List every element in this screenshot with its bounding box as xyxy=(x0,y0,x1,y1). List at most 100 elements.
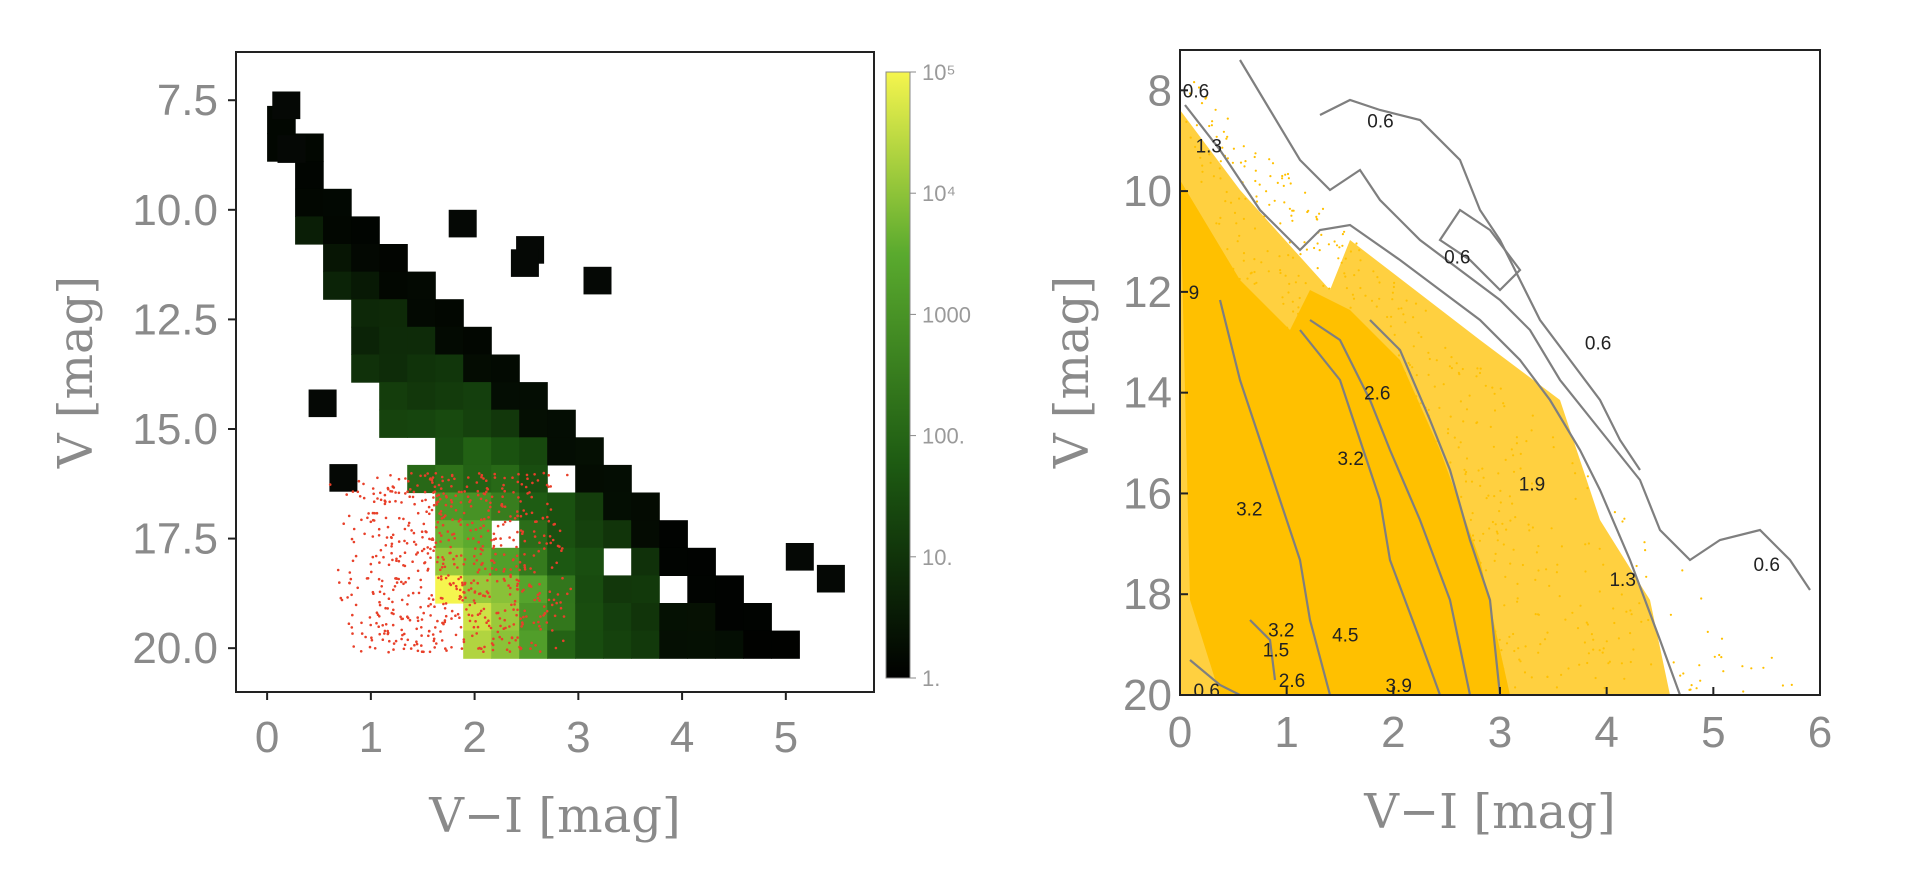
heatmap-cell xyxy=(463,437,492,466)
heatmap-cell xyxy=(379,244,408,273)
scatter-point xyxy=(1298,479,1301,482)
red-star-point xyxy=(543,547,546,550)
red-star-point xyxy=(430,508,434,512)
heatmap-cell xyxy=(743,603,772,632)
scatter-point xyxy=(1481,637,1484,640)
scatter-point xyxy=(1534,613,1537,616)
scatter-point xyxy=(1239,161,1243,164)
scatter-point xyxy=(1461,677,1464,680)
red-star-point xyxy=(441,621,444,625)
scatter-point xyxy=(1449,461,1452,464)
red-star-point xyxy=(390,536,393,540)
red-star-point xyxy=(545,609,549,613)
scatter-point xyxy=(1253,155,1256,159)
scatter-point xyxy=(1300,321,1304,324)
red-star-point xyxy=(485,499,488,502)
red-star-point xyxy=(491,648,495,652)
scatter-point xyxy=(1493,559,1496,563)
scatter-point xyxy=(1320,233,1323,236)
red-star-point xyxy=(525,512,528,516)
scatter-point xyxy=(1369,369,1372,372)
red-star-point xyxy=(430,594,434,597)
red-star-point xyxy=(436,560,439,564)
red-star-point xyxy=(516,510,519,513)
scatter-point xyxy=(1211,120,1214,123)
heatmap-cell xyxy=(743,630,772,659)
red-star-point xyxy=(529,647,532,650)
scatter-point xyxy=(1283,201,1286,204)
red-star-point xyxy=(427,634,430,638)
red-star-point xyxy=(541,517,545,520)
scatter-point xyxy=(1393,630,1396,633)
red-star-point xyxy=(434,541,438,544)
red-star-point xyxy=(395,581,399,584)
red-star-point xyxy=(457,520,461,523)
red-star-point xyxy=(439,510,443,513)
heatmap-cell xyxy=(659,547,688,576)
scatter-y-tick-label: 12 xyxy=(1123,268,1172,317)
colorbar xyxy=(885,71,911,679)
scatter-point xyxy=(1344,257,1347,260)
colorbar-tick-label: 1000 xyxy=(922,302,971,327)
scatter-point xyxy=(1527,523,1530,526)
red-star-point xyxy=(379,498,383,502)
scatter-point xyxy=(1415,568,1418,571)
scatter-point xyxy=(1373,609,1376,612)
red-star-point xyxy=(384,500,387,504)
red-star-point xyxy=(521,532,524,535)
scatter-point xyxy=(1341,307,1344,310)
scatter-point xyxy=(1453,436,1456,439)
scatter-point xyxy=(1226,248,1229,251)
red-star-point xyxy=(391,600,394,604)
scatter-point xyxy=(1349,306,1352,309)
scatter-point xyxy=(1536,613,1540,616)
colorbar-tick-label: 10⁴ xyxy=(922,181,956,206)
red-star-point xyxy=(349,577,353,581)
heatmap-cell xyxy=(785,543,814,571)
scatter-point xyxy=(1530,487,1533,490)
red-star-point xyxy=(376,613,380,616)
scatter-point xyxy=(1333,524,1336,528)
red-star-point xyxy=(508,593,512,596)
red-star-point xyxy=(462,563,466,566)
red-star-point xyxy=(431,598,435,601)
red-star-point xyxy=(492,532,496,536)
scatter-point xyxy=(1404,376,1407,379)
scatter-point xyxy=(1585,621,1588,624)
scatter-point xyxy=(1242,217,1245,220)
scatter-point xyxy=(1340,261,1343,264)
red-star-point xyxy=(377,625,381,628)
red-star-point xyxy=(479,552,483,556)
scatter-point xyxy=(1679,674,1682,677)
scatter-point xyxy=(1434,516,1437,520)
red-star-point xyxy=(550,566,554,569)
red-star-points xyxy=(328,471,572,654)
scatter-point xyxy=(1516,600,1519,603)
scatter-point xyxy=(1385,664,1388,667)
scatter-point xyxy=(1437,473,1440,476)
contour-label: 0.6 xyxy=(1753,555,1779,576)
scatter-point xyxy=(1450,367,1453,370)
scatter-point xyxy=(1530,429,1533,432)
red-star-point xyxy=(400,598,404,602)
scatter-point xyxy=(1341,244,1344,247)
red-star-point xyxy=(462,511,466,515)
heatmap-cell xyxy=(379,271,408,300)
scatter-point xyxy=(1484,384,1487,387)
red-star-point xyxy=(369,562,373,566)
scatter-point xyxy=(1318,249,1321,252)
red-star-point xyxy=(416,511,420,515)
heatmap-cell xyxy=(547,520,576,549)
heatmap-cell xyxy=(491,464,520,494)
heatmap-cell xyxy=(631,575,660,604)
scatter-point xyxy=(1325,513,1328,516)
red-star-point xyxy=(487,516,490,519)
heatmap-cell xyxy=(407,326,436,355)
red-star-point xyxy=(439,487,443,490)
scatter-point xyxy=(1380,606,1384,609)
scatter-point xyxy=(1209,161,1212,164)
scatter-point xyxy=(1318,212,1321,215)
scatter-point xyxy=(1334,519,1338,522)
scatter-point xyxy=(1459,681,1462,684)
scatter-point xyxy=(1314,308,1317,311)
